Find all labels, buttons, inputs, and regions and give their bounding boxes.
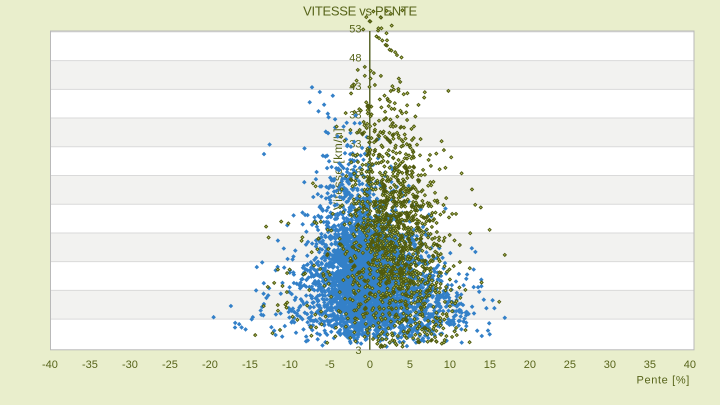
svg-text:25: 25	[564, 359, 576, 371]
svg-text:30: 30	[604, 359, 616, 371]
svg-text:Pente [%]: Pente [%]	[636, 375, 690, 387]
svg-text:48: 48	[349, 52, 361, 64]
svg-text:-25: -25	[162, 359, 178, 371]
svg-text:-20: -20	[202, 359, 218, 371]
svg-text:-35: -35	[82, 359, 98, 371]
svg-text:-40: -40	[42, 359, 58, 371]
svg-text:-15: -15	[242, 359, 258, 371]
svg-text:40: 40	[684, 359, 696, 371]
svg-text:15: 15	[484, 359, 496, 371]
svg-text:10: 10	[444, 359, 456, 371]
svg-text:-5: -5	[325, 359, 335, 371]
svg-text:35: 35	[644, 359, 656, 371]
svg-text:VITESSE vs PENTE: VITESSE vs PENTE	[303, 4, 417, 19]
svg-text:-30: -30	[122, 359, 138, 371]
svg-text:5: 5	[407, 359, 413, 371]
svg-text:53: 53	[349, 24, 361, 36]
svg-text:0: 0	[367, 359, 373, 371]
svg-text:-10: -10	[282, 359, 298, 371]
svg-text:3: 3	[355, 345, 361, 357]
svg-text:20: 20	[524, 359, 536, 371]
